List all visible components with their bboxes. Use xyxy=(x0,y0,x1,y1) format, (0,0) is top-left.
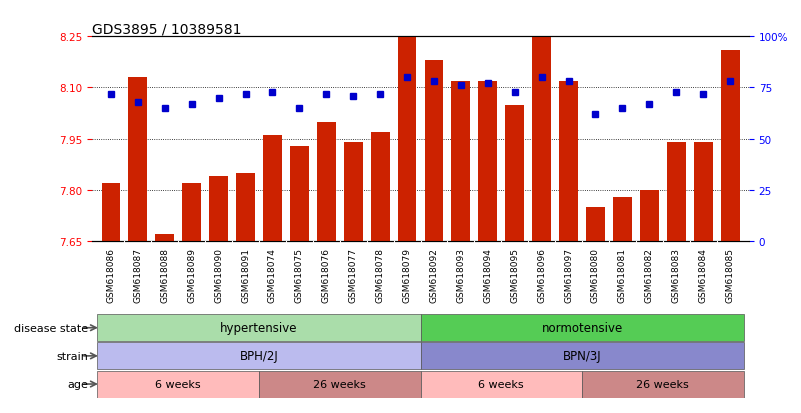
Bar xyxy=(102,184,120,242)
Bar xyxy=(263,136,282,242)
Text: GSM618096: GSM618096 xyxy=(537,247,546,302)
Bar xyxy=(421,314,743,342)
Text: 6 weeks: 6 weeks xyxy=(155,379,201,389)
Text: GSM618082: GSM618082 xyxy=(645,247,654,302)
Bar xyxy=(721,51,739,242)
Bar xyxy=(613,197,632,242)
Text: hypertensive: hypertensive xyxy=(220,321,298,335)
Bar xyxy=(452,81,470,242)
Text: BPH/2J: BPH/2J xyxy=(239,349,279,363)
Text: GDS3895 / 10389581: GDS3895 / 10389581 xyxy=(92,22,242,36)
Bar xyxy=(259,370,421,398)
Text: GSM618090: GSM618090 xyxy=(214,247,223,302)
Text: strain: strain xyxy=(56,351,88,361)
Bar xyxy=(98,370,259,398)
Bar xyxy=(209,177,228,242)
Bar xyxy=(505,105,524,242)
Text: GSM618088: GSM618088 xyxy=(160,247,169,302)
Bar xyxy=(532,37,551,242)
Text: BPN/3J: BPN/3J xyxy=(563,349,602,363)
Bar xyxy=(586,208,605,242)
Bar xyxy=(694,143,713,242)
Bar xyxy=(317,122,336,242)
Bar xyxy=(666,143,686,242)
Text: age: age xyxy=(67,379,88,389)
Text: GSM618077: GSM618077 xyxy=(348,247,358,302)
Text: GSM618083: GSM618083 xyxy=(672,247,681,302)
Bar xyxy=(236,173,255,242)
Text: 26 weeks: 26 weeks xyxy=(313,379,366,389)
Bar xyxy=(98,314,421,342)
Text: GSM618094: GSM618094 xyxy=(483,247,493,302)
Text: GSM618085: GSM618085 xyxy=(726,247,735,302)
Bar xyxy=(640,190,658,242)
Text: GSM618092: GSM618092 xyxy=(429,247,438,302)
Text: GSM618097: GSM618097 xyxy=(564,247,573,302)
Text: disease state: disease state xyxy=(14,323,88,333)
Bar xyxy=(559,81,578,242)
Bar xyxy=(183,184,201,242)
Text: GSM618086: GSM618086 xyxy=(107,247,115,302)
Text: GSM618091: GSM618091 xyxy=(241,247,250,302)
Bar xyxy=(478,81,497,242)
Text: GSM618087: GSM618087 xyxy=(134,247,143,302)
Text: 26 weeks: 26 weeks xyxy=(637,379,689,389)
Text: GSM618084: GSM618084 xyxy=(698,247,707,302)
Bar xyxy=(290,146,309,242)
Text: GSM618079: GSM618079 xyxy=(403,247,412,302)
Bar xyxy=(425,61,444,242)
Bar xyxy=(397,37,417,242)
Bar xyxy=(98,342,421,370)
Text: GSM618081: GSM618081 xyxy=(618,247,627,302)
Text: GSM618093: GSM618093 xyxy=(457,247,465,302)
Text: GSM618075: GSM618075 xyxy=(295,247,304,302)
Bar xyxy=(421,342,743,370)
Bar xyxy=(155,235,175,242)
Text: GSM618089: GSM618089 xyxy=(187,247,196,302)
Text: GSM618074: GSM618074 xyxy=(268,247,277,302)
Text: normotensive: normotensive xyxy=(541,321,622,335)
Bar xyxy=(128,78,147,242)
Text: GSM618080: GSM618080 xyxy=(591,247,600,302)
Bar xyxy=(344,143,363,242)
Text: 6 weeks: 6 weeks xyxy=(478,379,524,389)
Text: GSM618076: GSM618076 xyxy=(322,247,331,302)
Text: GSM618078: GSM618078 xyxy=(376,247,384,302)
Bar xyxy=(371,133,389,242)
Text: GSM618095: GSM618095 xyxy=(510,247,519,302)
Bar xyxy=(421,370,582,398)
Bar xyxy=(582,370,743,398)
